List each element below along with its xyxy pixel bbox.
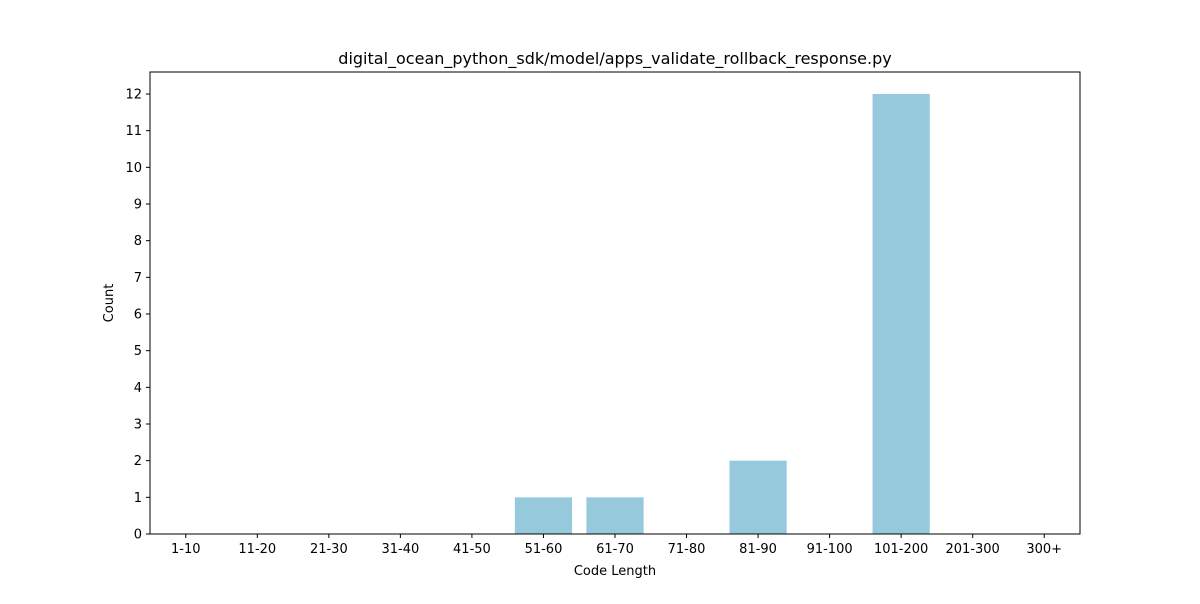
y-tick-label: 2 — [134, 454, 142, 469]
y-tick-label: 3 — [134, 418, 142, 433]
y-tick-label: 6 — [134, 308, 142, 323]
y-tick-label: 10 — [125, 161, 142, 176]
x-tick-label: 11-20 — [238, 542, 276, 557]
x-tick-label: 300+ — [1026, 542, 1062, 557]
x-tick-label: 41-50 — [453, 542, 491, 557]
x-tick-label: 1-10 — [171, 542, 201, 557]
y-tick-label: 8 — [134, 234, 142, 249]
y-tick-label: 11 — [125, 124, 142, 139]
x-tick-label: 91-100 — [807, 542, 853, 557]
x-tick-label: 31-40 — [381, 542, 419, 557]
y-tick-label: 4 — [134, 381, 142, 396]
chart-title: digital_ocean_python_sdk/model/apps_vali… — [338, 49, 891, 69]
bar-61-70 — [586, 497, 643, 534]
x-tick-label: 81-90 — [739, 542, 777, 557]
x-tick-label: 21-30 — [310, 542, 348, 557]
x-tick-label: 71-80 — [668, 542, 706, 557]
bar-81-90 — [729, 461, 786, 534]
x-tick-label: 101-200 — [874, 542, 928, 557]
y-tick-label: 7 — [134, 271, 142, 286]
bar-51-60 — [515, 497, 572, 534]
y-tick-label: 1 — [134, 491, 142, 506]
x-tick-label: 61-70 — [596, 542, 634, 557]
y-axis-label: Count — [102, 284, 117, 323]
bar-101-200 — [873, 94, 930, 534]
x-tick-label: 201-300 — [946, 542, 1000, 557]
y-tick-label: 12 — [125, 88, 142, 103]
y-tick-label: 9 — [134, 198, 142, 213]
y-tick-label: 5 — [134, 344, 142, 359]
y-tick-label: 0 — [134, 528, 142, 543]
x-tick-label: 51-60 — [525, 542, 563, 557]
x-axis-label: Code Length — [574, 564, 656, 579]
